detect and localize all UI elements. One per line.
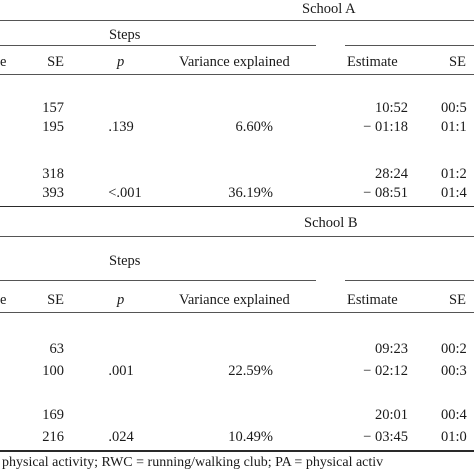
school-a-row-3-se2: 01:2 — [441, 166, 467, 182]
school-a-row-4-se: 393 — [42, 185, 64, 201]
school-a-row-1-se: 157 — [42, 100, 64, 116]
school-b-row-4-se2: 01:0 — [441, 429, 467, 445]
school-a-title: School A — [302, 1, 356, 17]
school-a-row-1-estimate: 10:52 — [374, 100, 408, 116]
table-bottom-rule — [0, 450, 474, 452]
school-a-col-variance: Variance explained — [179, 54, 290, 70]
school-b-steps-rule — [0, 280, 316, 281]
school-a-estimate-rule — [345, 45, 474, 46]
school-a-row-4-p: <.001 — [108, 185, 142, 201]
school-b-col-se: SE — [47, 292, 64, 308]
school-b-row-2-se2: 00:3 — [441, 363, 467, 379]
school-b-row-1-se2: 00:2 — [441, 341, 467, 357]
table-footnote: physical activity; RWC = running/walking… — [2, 455, 384, 470]
school-a-row-2-estimate: − 01:18 — [363, 119, 408, 135]
school-a-row-2-variance: 6.60% — [235, 119, 273, 135]
school-b-estimate-rule — [345, 280, 474, 281]
school-a-row-4-se2: 01:4 — [441, 185, 467, 201]
school-a-bottom-rule — [0, 206, 474, 207]
school-b-row-1-se: 63 — [49, 341, 65, 357]
school-a-col-se: SE — [47, 54, 64, 70]
school-a-steps-rule — [0, 45, 316, 46]
school-a-row-3-estimate: 28:24 — [374, 166, 408, 182]
school-a-row-4-estimate: − 08:51 — [363, 185, 408, 201]
school-b-row-4-p: .024 — [108, 429, 134, 445]
school-a-col-e: e — [0, 54, 7, 70]
school-b-col-variance: Variance explained — [179, 292, 290, 308]
school-b-col-estimate: Estimate — [347, 292, 398, 308]
school-b-title: School B — [304, 215, 358, 231]
school-b-row-2-estimate: − 02:12 — [363, 363, 408, 379]
school-a-steps-header: Steps — [109, 27, 141, 43]
school-a-col-estimate: Estimate — [347, 54, 398, 70]
school-b-header-rule — [0, 312, 474, 313]
school-b-row-3-estimate: 20:01 — [374, 407, 408, 423]
school-a-row-2-se2: 01:1 — [441, 119, 467, 135]
school-b-col-e: e — [0, 292, 7, 308]
school-b-row-3-se: 169 — [42, 407, 64, 423]
school-a-col-se2: SE — [449, 54, 466, 70]
school-b-row-4-variance: 10.49% — [228, 429, 273, 445]
school-b-col-se2: SE — [449, 292, 466, 308]
school-b-title-rule — [0, 236, 474, 237]
school-b-row-2-se: 100 — [42, 363, 64, 379]
school-a-row-2-se: 195 — [42, 119, 64, 135]
school-a-header-rule — [0, 74, 474, 75]
school-b-row-3-se2: 00:4 — [441, 407, 467, 423]
school-b-row-2-variance: 22.59% — [228, 363, 273, 379]
school-a-row-1-se2: 00:5 — [441, 100, 467, 116]
school-a-row-2-p: .139 — [108, 119, 134, 135]
school-a-row-4-variance: 36.19% — [228, 185, 273, 201]
school-b-row-2-p: .001 — [108, 363, 134, 379]
school-a-col-p: p — [117, 54, 125, 70]
school-a-row-3-se: 318 — [42, 166, 64, 182]
school-b-row-1-estimate: 09:23 — [374, 341, 408, 357]
school-b-row-4-estimate: − 03:45 — [363, 429, 408, 445]
school-b-row-4-se: 216 — [42, 429, 64, 445]
school-a-title-rule — [0, 20, 474, 21]
school-b-col-p: p — [117, 292, 125, 308]
school-b-steps-header: Steps — [109, 253, 141, 269]
